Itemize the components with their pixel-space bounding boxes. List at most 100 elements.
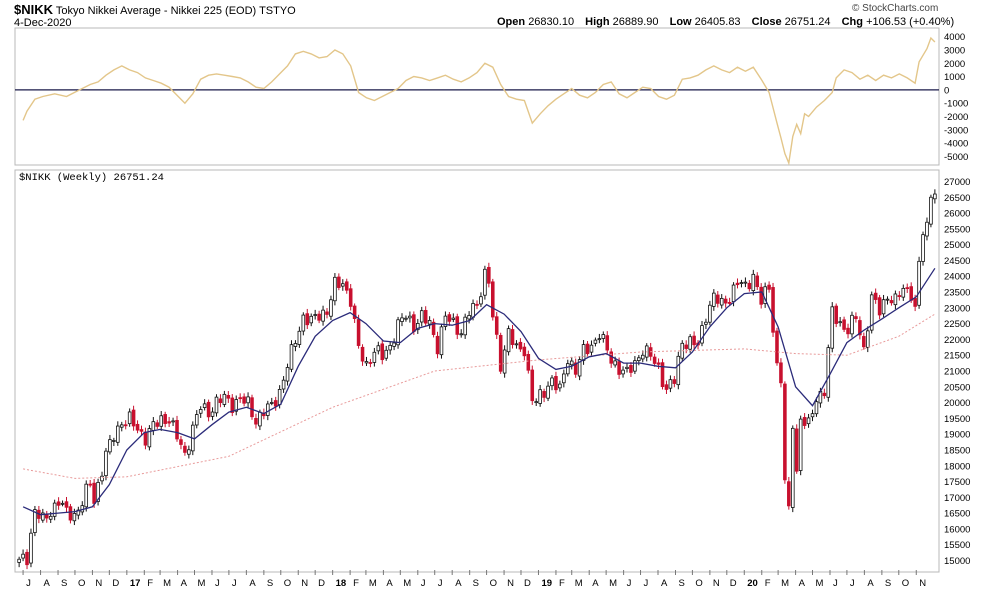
candle-body bbox=[269, 402, 274, 404]
header-title: $NIKK Tokyo Nikkei Average - Nikkei 225 … bbox=[14, 2, 296, 17]
price-candle bbox=[542, 388, 546, 403]
candle-body bbox=[739, 282, 744, 284]
candle-body bbox=[92, 482, 96, 504]
price-panel-label-text: $NIKK (Weekly) 26751.24 bbox=[19, 172, 164, 184]
price-candle bbox=[577, 356, 582, 381]
candle-body bbox=[506, 328, 511, 353]
price-y-tick-label: 20000 bbox=[944, 398, 970, 409]
price-candle bbox=[175, 415, 179, 442]
x-tick-label: M bbox=[609, 578, 617, 589]
price-candle bbox=[139, 425, 144, 436]
price-candle bbox=[313, 309, 317, 320]
price-candle bbox=[451, 313, 456, 323]
price-candle bbox=[194, 410, 199, 429]
price-candle bbox=[131, 405, 136, 431]
price-candle bbox=[404, 315, 408, 322]
x-tick-label: A bbox=[661, 578, 668, 589]
candle-body bbox=[194, 414, 199, 426]
candle-body bbox=[475, 303, 479, 306]
candle-body bbox=[447, 314, 452, 322]
price-candle bbox=[218, 394, 223, 408]
candle-body bbox=[909, 286, 913, 301]
candle-body bbox=[601, 334, 606, 339]
open-label: Open bbox=[497, 16, 526, 28]
x-tick-label: N bbox=[919, 578, 926, 589]
price-candle bbox=[475, 300, 479, 310]
candle-body bbox=[723, 298, 728, 304]
candle-body bbox=[116, 425, 120, 443]
candle-body bbox=[790, 427, 795, 508]
price-candle bbox=[787, 476, 791, 510]
price-y-tick-label: 15500 bbox=[944, 540, 970, 551]
price-candle bbox=[388, 341, 392, 355]
candle-body bbox=[68, 506, 73, 521]
price-candle bbox=[250, 394, 254, 420]
candle-body bbox=[704, 321, 708, 325]
candle-body bbox=[869, 294, 874, 331]
candle-body bbox=[830, 306, 835, 349]
price-candle bbox=[68, 503, 73, 524]
exchange: TSTYO bbox=[259, 5, 296, 17]
x-tick-label: A bbox=[799, 578, 806, 589]
candle-body bbox=[451, 317, 456, 320]
price-candle bbox=[285, 363, 290, 386]
price-candle bbox=[226, 391, 231, 403]
price-candle bbox=[885, 296, 890, 305]
x-tick-label: N bbox=[95, 578, 102, 589]
x-tick-label: J bbox=[421, 578, 426, 589]
x-tick-label: J bbox=[232, 578, 237, 589]
candle-body bbox=[617, 361, 621, 375]
candle-body bbox=[56, 501, 61, 506]
candle-body bbox=[842, 319, 846, 330]
osc-y-tick-label: 2000 bbox=[944, 59, 965, 70]
price-candle bbox=[104, 447, 108, 481]
x-tick-label: M bbox=[197, 578, 205, 589]
candle-body bbox=[834, 305, 838, 324]
high-value: 26889.90 bbox=[612, 16, 659, 28]
candle-body bbox=[715, 294, 720, 304]
price-candle bbox=[242, 393, 246, 407]
price-y-tick-label: 26500 bbox=[944, 193, 970, 204]
price-candle bbox=[798, 415, 803, 476]
candle-body bbox=[100, 475, 104, 482]
candle-body bbox=[684, 344, 688, 349]
price-y-tick-label: 18000 bbox=[944, 461, 970, 472]
price-candle bbox=[739, 279, 744, 288]
candle-body bbox=[360, 346, 365, 362]
candle-body bbox=[372, 351, 377, 363]
candle-body bbox=[838, 321, 842, 324]
candle-body bbox=[743, 281, 748, 284]
candle-body bbox=[479, 296, 483, 305]
price-candle bbox=[779, 358, 783, 388]
candle-body bbox=[522, 346, 527, 357]
high-label: High bbox=[585, 16, 610, 28]
osc-y-tick-label: 0 bbox=[944, 85, 949, 96]
x-tick-label: D bbox=[524, 578, 531, 589]
candle-body bbox=[735, 282, 740, 286]
candle-body bbox=[388, 345, 392, 351]
price-y-tick-label: 17500 bbox=[944, 477, 970, 488]
candle-body bbox=[783, 383, 787, 481]
candle-body bbox=[719, 298, 724, 306]
candle-body bbox=[581, 344, 586, 361]
candle-body bbox=[542, 391, 546, 398]
candle-body bbox=[850, 314, 854, 335]
candle-body bbox=[301, 314, 306, 332]
price-candle bbox=[246, 392, 250, 408]
price-y-tick-label: 19000 bbox=[944, 430, 970, 441]
candle-body bbox=[412, 314, 416, 332]
price-candle bbox=[17, 556, 21, 568]
candle-body bbox=[281, 379, 286, 390]
candle-body bbox=[589, 344, 594, 353]
candle-body bbox=[167, 421, 171, 424]
price-candle bbox=[917, 256, 921, 309]
oscillator-line bbox=[22, 36, 936, 166]
candle-body bbox=[494, 316, 499, 335]
price-candle bbox=[423, 306, 428, 327]
price-candle bbox=[715, 291, 720, 308]
x-tick-label: 17 bbox=[130, 578, 141, 589]
candle-body bbox=[333, 276, 337, 302]
price-candle bbox=[747, 280, 752, 292]
x-tick-label: D bbox=[112, 578, 119, 589]
x-tick-label: D bbox=[318, 578, 325, 589]
